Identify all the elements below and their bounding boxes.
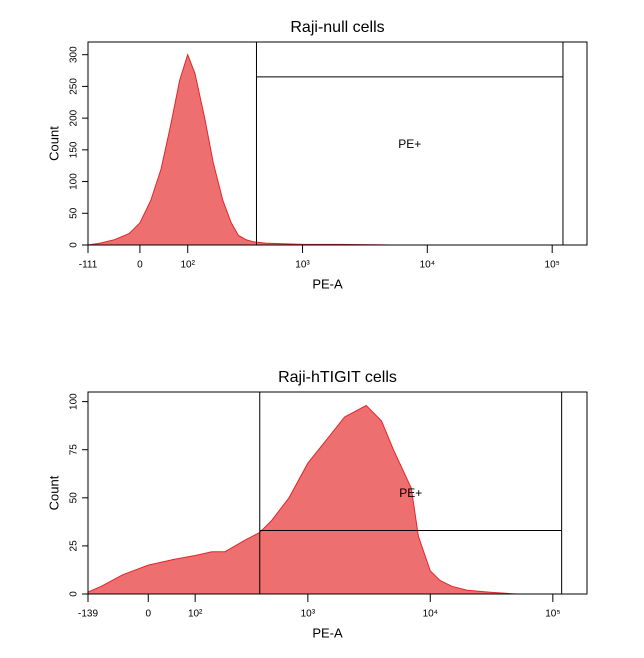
- x-tick-label: 10²: [188, 609, 203, 620]
- y-tick-label: 100: [69, 393, 80, 410]
- chart-title: Raji-null cells: [290, 19, 384, 36]
- y-tick-label: 250: [69, 78, 80, 95]
- x-tick-label: -111: [79, 260, 98, 271]
- plot-frame: [87, 41, 588, 246]
- y-tick-label: 0: [69, 242, 80, 248]
- y-tick-label: 300: [69, 46, 80, 63]
- y-axis-label: Count: [46, 475, 61, 510]
- y-tick-label: 75: [69, 444, 80, 456]
- y-tick-label: 150: [69, 141, 80, 158]
- plot-frame: [87, 391, 588, 595]
- gate-label: PE+: [398, 137, 421, 151]
- chart-title: Raji-hTIGIT cells: [278, 369, 397, 386]
- x-tick-label: 10⁵: [545, 609, 560, 620]
- x-axis-label: PE-A: [312, 276, 343, 291]
- x-tick-label: 10³: [295, 260, 310, 271]
- y-tick-label: 100: [69, 173, 80, 190]
- x-tick-label: 0: [145, 609, 151, 620]
- y-tick-label: 50: [69, 492, 80, 504]
- histogram-area: [87, 404, 575, 595]
- x-axis-label: PE-A: [312, 625, 343, 640]
- x-tick-label: 10⁵: [545, 260, 560, 271]
- y-tick-label: 200: [69, 109, 80, 126]
- x-tick-label: 0: [137, 260, 143, 271]
- y-tick-label: 0: [69, 591, 80, 597]
- x-tick-label: 10⁴: [423, 609, 438, 620]
- x-tick-label: 10²: [180, 260, 195, 271]
- y-tick-label: 50: [69, 207, 80, 219]
- histogram-area: [87, 53, 575, 246]
- x-tick-label: -139: [78, 609, 98, 620]
- y-tick-label: 25: [69, 540, 80, 552]
- y-axis-label: Count: [46, 126, 61, 161]
- x-tick-label: 10³: [301, 609, 316, 620]
- x-tick-label: 10⁴: [420, 260, 435, 271]
- gate-label: PE+: [399, 486, 422, 500]
